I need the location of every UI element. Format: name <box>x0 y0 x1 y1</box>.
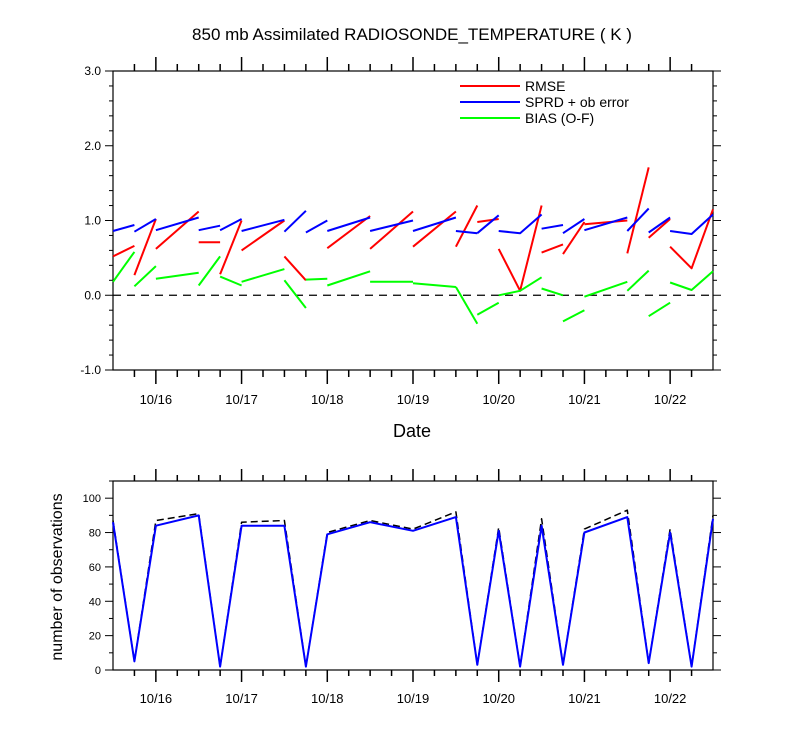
series-bias-o-f-segment <box>305 277 328 281</box>
series-sprd-ob-error-segment <box>241 218 285 232</box>
legend-label: RMSE <box>525 78 565 94</box>
series-sprd-ob-error-segment <box>326 216 371 232</box>
series-sprd-ob-error-segment <box>626 207 650 232</box>
series-sprd-ob-error-segment <box>584 216 628 232</box>
series-rmse-segment <box>455 205 479 248</box>
series-sprd-ob-error-segment <box>498 213 543 235</box>
series-rmse-segment <box>412 210 457 248</box>
series-sprd-ob-error-segment <box>305 219 328 234</box>
series-rmse-segment <box>584 219 628 226</box>
series-sprd-ob-error-segment <box>648 216 671 234</box>
x-tick-label: 10/21 <box>568 691 601 706</box>
series-bias-o-f-segment <box>476 301 500 316</box>
series-sprd-ob-error-segment <box>476 214 500 234</box>
series-bias-o-f-segment <box>648 301 671 318</box>
series-bias-o-f-segment <box>669 270 714 291</box>
series-bias-o-f-segment <box>562 309 585 323</box>
series-rmse-segment <box>369 210 414 250</box>
series-bias-o-f-segment <box>326 270 371 287</box>
series-sprd-ob-error-segment <box>455 230 478 235</box>
series-bias-o-f-segment <box>133 265 157 288</box>
series-bias-o-f-segment <box>155 271 199 280</box>
x-tick-label: 10/20 <box>482 392 515 407</box>
x-tick-label: 10/19 <box>397 392 430 407</box>
y-tick-label: 0 <box>95 665 101 677</box>
series-bias-o-f-segment <box>283 279 307 309</box>
series-rmse-segment <box>283 255 307 281</box>
series-sprd-ob-error-segment <box>283 210 307 233</box>
y-tick-label: 40 <box>89 596 101 608</box>
chart-title: 850 mb Assimilated RADIOSONDE_TEMPERATUR… <box>192 25 632 44</box>
y-tick-label: 0.0 <box>84 288 101 302</box>
series-rmse-segment <box>648 218 671 239</box>
top-panel: -1.0 0.0 1.0 2.0 3.0 10/16 10/17 10/18 10/19 10/2… <box>80 57 721 407</box>
series-rmse-segment <box>326 215 371 249</box>
series-rmse-segment <box>541 243 564 254</box>
series-sprd-ob-error-segment <box>369 219 414 232</box>
series-possible-line <box>112 509 714 668</box>
bottom-panel: 0 20 40 60 80 100 10/16 10/17 10/18 10/19 10/20 10/… <box>83 469 721 706</box>
y-tick-label: 3.0 <box>84 64 101 78</box>
x-tick-label: 10/18 <box>311 392 344 407</box>
series-rmse-segment <box>477 218 499 223</box>
legend-label: SPRD + ob error <box>525 94 629 110</box>
series-sprd-ob-error-segment <box>112 224 135 232</box>
plot-frame <box>112 480 714 671</box>
x-tick-label: 10/22 <box>654 691 687 706</box>
series-rmse-segment <box>669 208 714 270</box>
x-tick-label: 10/19 <box>397 691 430 706</box>
series-rmse-segment <box>219 220 243 275</box>
series-rmse-segment <box>497 205 543 292</box>
y-axis-label: number of observations <box>49 493 66 660</box>
series-sprd-ob-error-segment <box>219 218 243 232</box>
series-bias-o-f-segment <box>219 275 242 287</box>
y-tick-label: -1.0 <box>80 363 101 377</box>
y-tick-label: 80 <box>89 528 101 540</box>
series-sprd-ob-error-segment <box>155 216 199 232</box>
series-bias-o-f-segment <box>241 268 285 283</box>
series-rmse-segment <box>562 221 586 255</box>
series-rmse-segment <box>241 219 285 252</box>
x-tick-label: 10/21 <box>568 392 601 407</box>
series-bias-o-f-segment <box>584 280 628 298</box>
x-tick-label: 10/22 <box>654 392 687 407</box>
series-bias-o-f-segment <box>626 269 650 292</box>
series-bias-o-f-segment <box>498 276 543 297</box>
y-tick-label: 2.0 <box>84 139 101 153</box>
series-sprd-ob-error-segment <box>541 224 564 230</box>
y-tick-label: 100 <box>83 493 101 505</box>
series-rmse-segment <box>112 245 135 258</box>
series-sprd-ob-error-segment <box>198 224 221 232</box>
series-bias-o-f-segment <box>412 282 456 288</box>
series-rmse-segment <box>133 218 157 276</box>
series-sprd-ob-error-segment <box>562 218 585 235</box>
series-sprd-ob-error-segment <box>133 218 157 233</box>
series-rmse-segment <box>626 167 650 254</box>
series-assimilated-line <box>112 514 714 668</box>
legend-label: BIAS (O-F) <box>525 110 594 126</box>
x-tick-label: 10/20 <box>482 691 515 706</box>
series-sprd-ob-error-segment <box>412 216 457 232</box>
series-rmse-segment <box>155 210 200 250</box>
series-bias-o-f-segment <box>541 287 564 297</box>
x-tick-label: 10/16 <box>140 392 173 407</box>
series-bias-o-f-segment <box>197 255 221 287</box>
x-tick-label: 10/18 <box>311 691 344 706</box>
y-tick-label: 1.0 <box>84 214 101 228</box>
y-tick-label: 20 <box>89 631 101 643</box>
x-tick-label: 10/17 <box>225 691 258 706</box>
series-bias-o-f-segment <box>455 286 479 325</box>
series-bias-o-f-segment <box>112 251 136 283</box>
x-axis-label: Date <box>393 421 431 441</box>
x-tick-label: 10/17 <box>225 392 258 407</box>
y-tick-label: 60 <box>89 562 101 574</box>
x-tick-label: 10/16 <box>140 691 173 706</box>
series-sprd-ob-error-segment <box>669 213 714 235</box>
